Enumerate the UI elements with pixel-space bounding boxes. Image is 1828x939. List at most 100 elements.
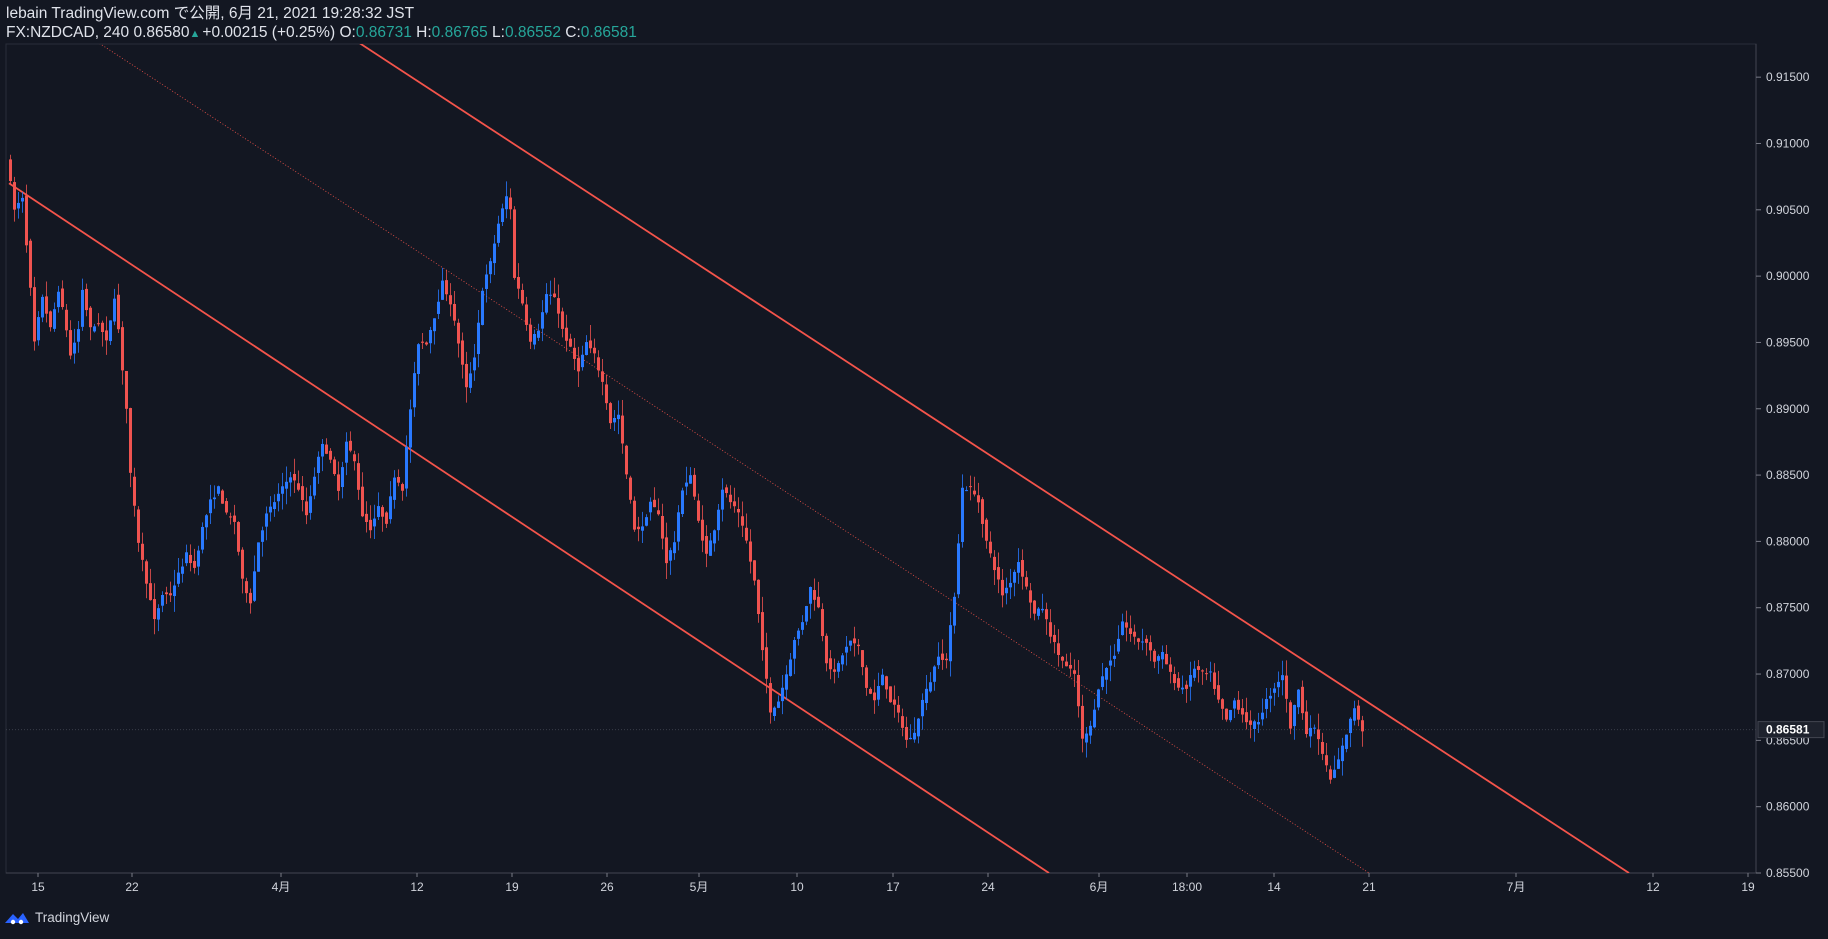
candle [1241, 698, 1244, 723]
candle [29, 238, 32, 296]
candle [757, 579, 760, 623]
candle [885, 675, 888, 699]
time-tick-label: 6月 [1090, 880, 1109, 894]
candle [1121, 613, 1124, 636]
candle [521, 283, 524, 306]
candle [281, 472, 284, 510]
candle [941, 639, 944, 670]
candle [489, 257, 492, 284]
candle [241, 547, 244, 594]
footer-brand[interactable]: TradingView [4, 910, 109, 925]
candle [1317, 713, 1320, 755]
candle [1065, 653, 1068, 667]
candle [1353, 700, 1356, 726]
candle [741, 501, 744, 538]
candle [809, 586, 812, 619]
candle [777, 695, 780, 709]
candle [993, 550, 996, 585]
candle [465, 351, 468, 403]
open-label: O: [339, 24, 356, 41]
candle [245, 577, 248, 603]
candle [213, 485, 216, 509]
candle [13, 176, 16, 222]
candle [317, 451, 320, 484]
price-tick-label: 0.88500 [1766, 468, 1810, 482]
low-label: L: [492, 24, 505, 41]
candle [141, 532, 144, 572]
candle [1013, 569, 1016, 597]
candle [1073, 659, 1076, 688]
up-arrow-icon: ▲ [189, 28, 201, 40]
candle [1021, 549, 1024, 590]
candle [961, 474, 964, 548]
candle [185, 544, 188, 567]
candle [1345, 734, 1348, 753]
price-tick-label: 0.87000 [1766, 667, 1810, 681]
candle [353, 450, 356, 471]
candle [409, 399, 412, 463]
candle [749, 529, 752, 574]
candle [149, 568, 152, 601]
channel-line-upper[interactable] [229, 0, 1630, 873]
candle [817, 581, 820, 609]
candle [1185, 680, 1188, 703]
price-axis[interactable]: 0.91500 0.91000 0.90500 0.90000 0.89500 0.890… [1756, 70, 1825, 880]
candle [505, 181, 508, 219]
candle [1269, 687, 1272, 713]
open-value: 0.86731 [355, 24, 412, 41]
candle [1201, 669, 1204, 685]
price-chart[interactable]: 0.91500 0.91000 0.90500 0.90000 0.89500 0.890… [0, 0, 1828, 905]
candle [677, 505, 680, 551]
candle [1221, 698, 1224, 720]
candle [997, 552, 1000, 594]
candle [945, 653, 948, 669]
candle [57, 285, 60, 313]
candle [593, 338, 596, 364]
candle [45, 281, 48, 323]
candle [1309, 715, 1312, 748]
publish-info: lebain TradingView.com で公開, 6月 21, 2021 … [6, 5, 415, 22]
candle [53, 302, 56, 332]
candle [193, 548, 196, 574]
candle [1217, 670, 1220, 704]
candle [377, 492, 380, 521]
candle [517, 263, 520, 299]
candle [1157, 654, 1160, 674]
candle [1153, 648, 1156, 669]
candle [129, 407, 132, 488]
candle [369, 505, 372, 539]
channel-line-lower[interactable] [8, 182, 1050, 873]
candle [113, 288, 116, 326]
candle [1077, 659, 1080, 718]
candle [1209, 661, 1212, 682]
channel-line-mid[interactable] [9, 0, 1370, 873]
candle [569, 333, 572, 348]
low-value: 0.86552 [504, 24, 561, 41]
candle [229, 512, 232, 525]
candle [585, 335, 588, 356]
candle [501, 203, 504, 227]
candle [233, 504, 236, 535]
candle [621, 399, 624, 454]
candle [485, 264, 488, 303]
candle [989, 531, 992, 558]
symbol-label[interactable]: FX:NZDCAD, 240 [6, 24, 130, 41]
candle [393, 470, 396, 509]
time-tick-label: 18:00 [1172, 880, 1202, 894]
candle [629, 475, 632, 504]
candle [901, 708, 904, 737]
candle [1053, 624, 1056, 654]
candle [721, 478, 724, 522]
time-tick-label: 22 [125, 880, 139, 894]
candle [577, 346, 580, 387]
candle [1161, 645, 1164, 669]
candle [913, 717, 916, 743]
candle [805, 605, 808, 626]
channel-lines[interactable] [8, 0, 1630, 873]
candle [509, 188, 512, 220]
candle [449, 283, 452, 317]
candle [1165, 644, 1168, 665]
candle [269, 496, 272, 522]
time-axis[interactable]: 15 22 4月 12 19 26 5月 10 17 24 6月 18:00 14 21 7月 12 19 [31, 873, 1755, 894]
high-value: 0.86765 [431, 24, 488, 41]
